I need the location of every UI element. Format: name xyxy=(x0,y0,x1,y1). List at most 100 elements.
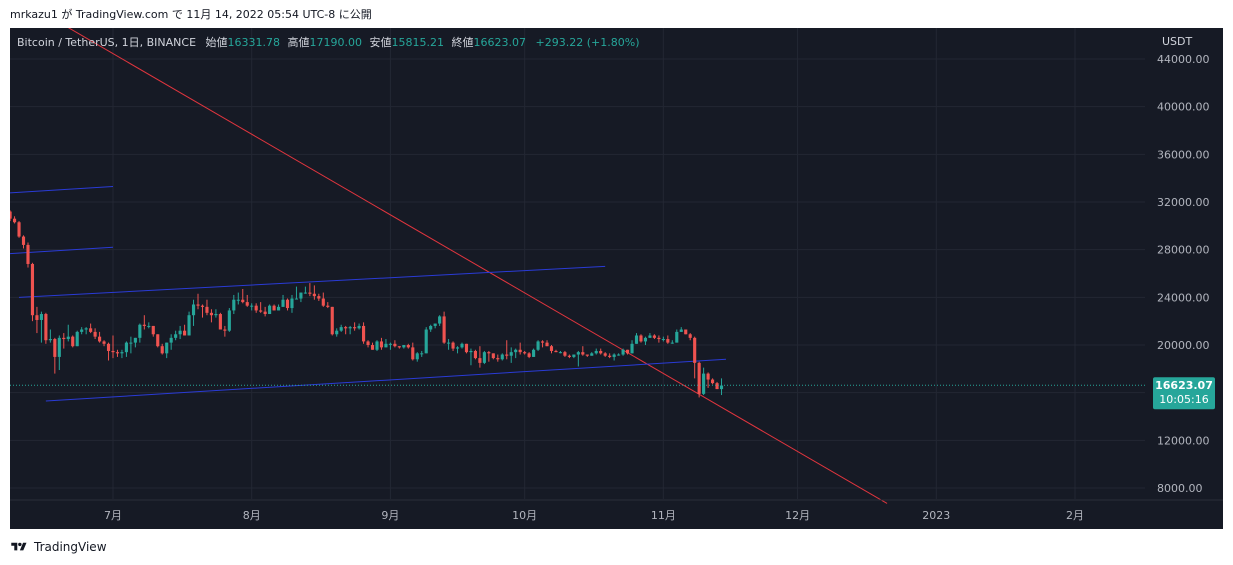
candle xyxy=(142,315,146,330)
currency-label: USDT xyxy=(1162,35,1193,48)
candle-body xyxy=(464,343,469,353)
candle-body xyxy=(625,349,630,354)
candle-body xyxy=(71,336,75,347)
candle xyxy=(424,327,428,354)
candle xyxy=(174,330,178,341)
candle xyxy=(460,342,464,349)
candle xyxy=(259,302,263,313)
candle xyxy=(505,340,509,360)
candle xyxy=(111,335,115,359)
candle xyxy=(406,343,410,349)
price-tick-label: 32000.00 xyxy=(1157,196,1210,209)
candle xyxy=(335,328,339,337)
candle xyxy=(30,262,35,322)
candle xyxy=(393,340,397,348)
candle xyxy=(447,339,451,350)
legend-close-label: 終値 xyxy=(452,35,474,49)
candlestick-chart[interactable]: 44000.00 40000.00 36000.00 32000.00 28000.00… xyxy=(0,0,1223,529)
candle xyxy=(160,343,164,355)
candle xyxy=(549,345,554,354)
candle-body xyxy=(715,383,719,390)
candle xyxy=(478,346,482,368)
candle-body xyxy=(554,350,558,353)
candle xyxy=(218,312,222,330)
candle xyxy=(317,293,321,301)
candle-body xyxy=(630,343,634,354)
candle-body xyxy=(66,336,70,340)
candle-body xyxy=(661,339,665,341)
candle xyxy=(191,299,196,326)
candle xyxy=(442,311,446,344)
candle xyxy=(200,304,205,318)
candle-body xyxy=(438,316,442,324)
candle-body xyxy=(666,339,670,343)
candle xyxy=(169,334,173,350)
candle xyxy=(639,334,643,343)
candle-body xyxy=(44,314,48,341)
candle-body xyxy=(523,352,527,354)
candle-body xyxy=(679,329,683,332)
segment xyxy=(0,186,114,195)
time-tick-label: 2023 xyxy=(922,509,950,522)
candle-body xyxy=(567,355,571,357)
time-tick-label: 9月 xyxy=(381,509,399,522)
legend-high: 17190.00 xyxy=(310,36,363,49)
candle-body xyxy=(156,334,160,347)
candle-body xyxy=(142,324,146,326)
candle xyxy=(357,323,361,330)
candle-body xyxy=(214,314,218,316)
price-tick-label: 36000.00 xyxy=(1157,148,1210,161)
trend-line xyxy=(19,0,888,504)
candle xyxy=(675,329,679,343)
candle xyxy=(98,331,102,343)
candle-body xyxy=(670,342,674,344)
candle-body xyxy=(719,385,724,390)
candle xyxy=(312,285,316,300)
candle-body xyxy=(102,341,106,344)
chart-panel[interactable]: 44000.00 40000.00 36000.00 32000.00 28000.00… xyxy=(0,0,1223,529)
candle xyxy=(26,242,30,268)
candle xyxy=(106,342,111,361)
candle-body xyxy=(84,328,88,330)
price-tick-label: 40000.00 xyxy=(1157,101,1210,114)
candle xyxy=(299,292,303,303)
candle xyxy=(415,352,419,362)
grid xyxy=(10,28,1145,499)
candle-body xyxy=(344,327,348,329)
footer: TradingView xyxy=(10,540,107,554)
svg-text:Bitcoin / TetherUS, 1日, BINANC: Bitcoin / TetherUS, 1日, BINANCE 始値16331.… xyxy=(17,35,640,49)
candle-body xyxy=(165,342,169,354)
candle-body xyxy=(415,353,419,360)
channel-upper xyxy=(19,265,606,298)
candle-body xyxy=(183,330,187,336)
candle-body xyxy=(514,349,518,353)
candle-body xyxy=(281,299,285,307)
candle-body xyxy=(250,305,254,307)
candle xyxy=(621,348,625,356)
candle-body xyxy=(357,325,361,329)
candle xyxy=(451,341,455,351)
candle xyxy=(326,302,330,309)
candle xyxy=(420,350,424,357)
candle-body xyxy=(608,355,612,357)
price-scale-bg[interactable] xyxy=(1145,28,1223,499)
candle xyxy=(71,335,75,348)
candle-body xyxy=(8,211,12,219)
candle-body xyxy=(455,347,460,349)
legend-symbol: Bitcoin / TetherUS, 1日, BINANCE xyxy=(17,36,196,49)
candle-body xyxy=(89,328,93,332)
candle-body xyxy=(174,334,178,338)
candle xyxy=(120,349,124,359)
candle xyxy=(590,352,594,356)
candle-body xyxy=(585,354,589,356)
candle-body xyxy=(469,350,473,353)
candle xyxy=(464,343,469,354)
candle xyxy=(129,336,133,354)
candle-body xyxy=(147,325,151,327)
candle xyxy=(388,342,392,350)
candle-body xyxy=(706,373,710,380)
candle xyxy=(348,325,352,335)
candle xyxy=(93,328,97,340)
candle xyxy=(44,312,48,344)
candle xyxy=(625,349,630,355)
